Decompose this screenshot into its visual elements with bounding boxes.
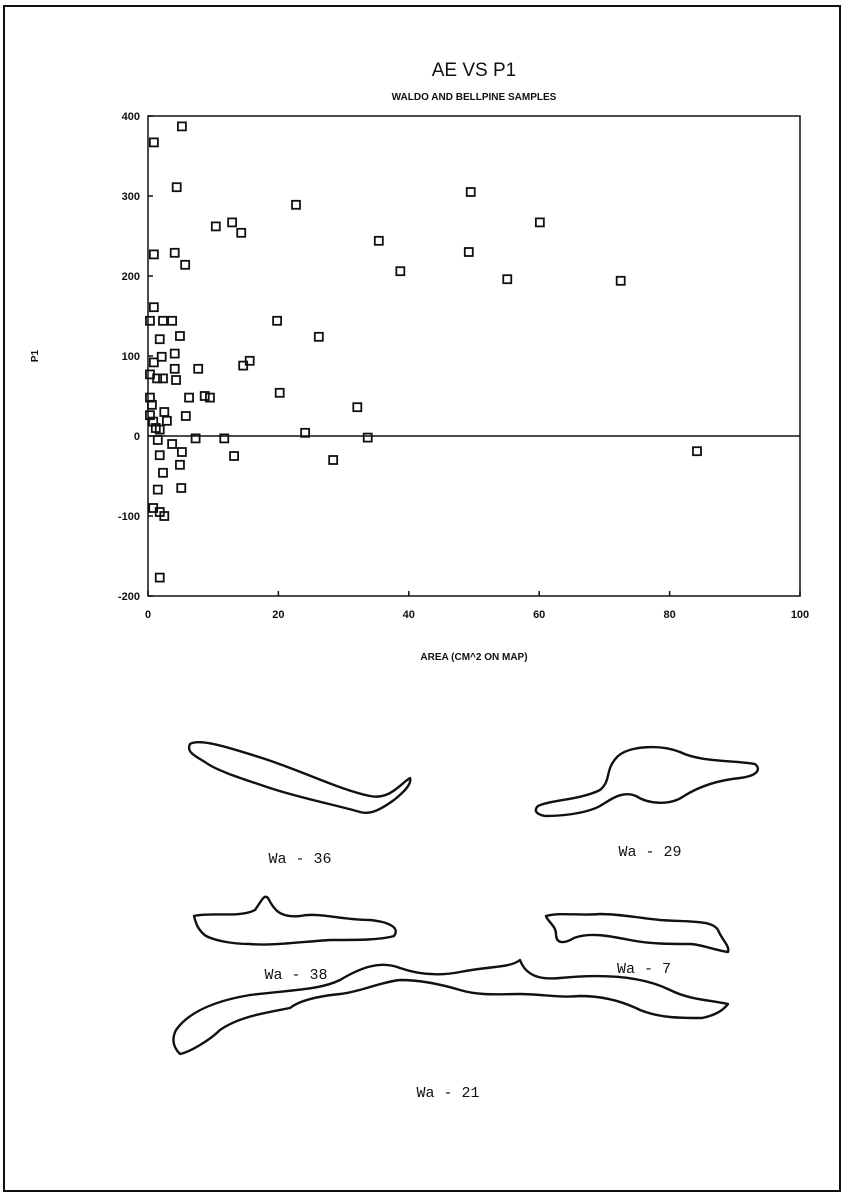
point [184,392,194,403]
point [502,274,513,285]
point [177,121,187,132]
x-tick-label: 100 [791,609,809,621]
point [615,275,626,286]
point [210,221,221,232]
point [227,217,238,228]
outline-wa-21 [172,958,730,1056]
point [167,439,178,449]
point [148,357,159,368]
x-tick-label: 20 [272,609,284,621]
x-tick-label: 0 [145,609,151,621]
point [274,387,285,398]
y-tick-label: -100 [118,511,140,523]
point [145,315,155,326]
point [158,315,168,326]
point [463,247,474,257]
shape-label: Wa - 7 [617,961,671,978]
point [152,373,163,384]
point [156,351,167,362]
point [152,484,163,495]
point [154,572,165,583]
point [465,187,476,197]
point [171,182,182,193]
y-axis-label: P1 [30,349,41,362]
point [176,483,187,493]
point [229,451,239,461]
point [272,315,282,326]
y-tick-label: 400 [122,111,140,123]
x-axis-label: AREA (CM^2 ON MAP) [420,652,527,663]
point [395,266,406,277]
point [313,331,324,342]
point [238,360,249,371]
point [162,415,172,426]
point [154,334,165,345]
point [154,450,165,461]
point [193,363,204,374]
y-tick-label: 200 [122,271,140,283]
point [534,217,545,228]
point [236,227,247,238]
point [169,247,180,258]
point [692,446,702,457]
point [158,467,168,478]
point [169,363,180,374]
point [300,427,311,438]
point [362,432,373,443]
point [167,315,178,326]
x-tick-label: 60 [533,609,545,621]
y-tick-label: 0 [134,431,140,443]
chart-title: AE VS P1 [432,60,517,81]
point [175,459,185,470]
outline-wa-36 [187,740,412,814]
x-tick-label: 40 [403,609,415,621]
point [219,433,230,444]
point [158,373,168,384]
point [175,331,185,341]
point [328,455,339,465]
shape-label: Wa - 21 [416,1085,479,1102]
point [352,402,363,413]
point [148,249,159,260]
point [199,391,210,401]
point [180,259,191,270]
y-tick-label: 300 [122,191,140,203]
point [159,407,170,417]
point [205,392,215,403]
x-tick-label: 80 [663,609,675,621]
outline-wa-29 [534,745,760,818]
point [152,435,163,445]
outline-wa-38 [192,895,397,946]
point [190,433,201,444]
point [147,399,157,410]
shape-label: Wa - 29 [618,844,681,861]
point [154,424,165,435]
point [148,137,159,148]
y-tick-label: -200 [118,591,140,603]
point [180,411,191,421]
point [291,199,301,210]
point [373,235,384,246]
y-tick-label: 100 [122,351,140,363]
point [177,447,187,457]
point [159,511,170,521]
chart-subtitle: WALDO AND BELLPINE SAMPLES [392,92,557,103]
outlines [172,740,760,1056]
shape-label: Wa - 36 [268,851,331,868]
point [169,348,180,359]
page-frame [3,5,841,1192]
point [171,375,181,385]
point [148,416,159,427]
shape-label: Wa - 38 [264,967,327,984]
point [148,302,159,313]
outline-wa-7 [544,912,730,954]
